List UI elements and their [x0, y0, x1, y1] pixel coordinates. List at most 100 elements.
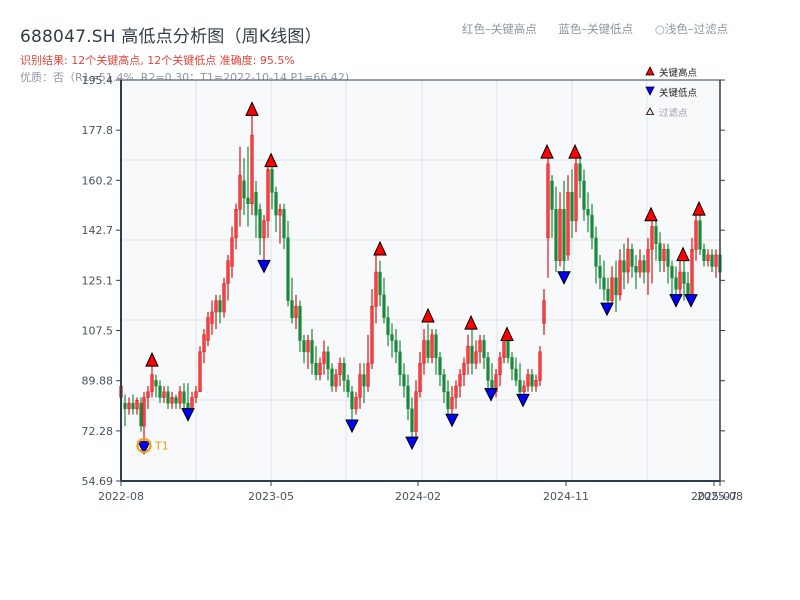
candle	[618, 249, 622, 301]
candle	[310, 329, 314, 375]
candle-body	[526, 374, 530, 387]
candle	[390, 323, 394, 358]
candle	[123, 394, 127, 426]
candle-body	[542, 300, 546, 324]
candle-body	[574, 163, 578, 222]
candle-body	[538, 351, 542, 381]
candle	[238, 146, 242, 227]
candle-body	[566, 191, 570, 256]
candle-body	[298, 305, 302, 341]
candle-body	[378, 271, 382, 296]
candle-body	[426, 340, 430, 358]
candle	[658, 232, 662, 273]
candle-body	[518, 380, 522, 393]
candle	[330, 363, 334, 392]
t1-ring-icon	[136, 437, 152, 454]
candle	[574, 158, 578, 233]
candle	[422, 329, 426, 375]
key-low-marker-icon	[405, 436, 419, 451]
candle-body	[614, 277, 618, 296]
candle-body	[586, 209, 590, 216]
candle	[694, 215, 698, 261]
candle-body	[630, 248, 634, 267]
candle-body	[670, 266, 674, 279]
candle-body	[374, 271, 378, 307]
candle-body	[454, 385, 458, 398]
candle	[334, 368, 338, 392]
candle	[530, 368, 534, 392]
candle-body	[314, 362, 318, 375]
candle-body	[170, 397, 174, 404]
candle	[430, 329, 434, 364]
candle-body	[414, 391, 418, 432]
legend-item-high: 关键高点	[645, 64, 697, 84]
candle-body	[674, 277, 678, 290]
x-tick-label: 2022-08	[98, 490, 144, 503]
candle	[666, 243, 670, 284]
candle-body	[502, 340, 506, 358]
candle-body	[290, 300, 294, 318]
t1-label: T1	[154, 440, 169, 453]
candle-body	[558, 209, 562, 261]
candle	[482, 334, 486, 369]
candle-body	[530, 374, 534, 387]
blue-triangle-down-icon	[645, 86, 659, 102]
key-low-marker-icon	[181, 408, 195, 422]
candle-body	[342, 362, 346, 381]
candle	[578, 158, 582, 198]
candle	[534, 374, 538, 392]
candle-body	[446, 391, 450, 410]
candle-body	[710, 254, 714, 267]
candle-body	[306, 340, 310, 353]
candle-body	[222, 283, 226, 313]
candle-body	[486, 357, 490, 381]
candle	[131, 394, 135, 415]
candle-body	[662, 248, 666, 261]
candle	[550, 175, 554, 238]
key-low-marker-icon	[257, 259, 271, 274]
candle	[582, 169, 586, 221]
key-low-marker-icon	[445, 413, 459, 428]
key-point-markers: T1	[136, 101, 706, 455]
candle	[426, 323, 430, 364]
candle	[454, 380, 458, 409]
candle	[282, 203, 286, 250]
candle	[418, 351, 422, 398]
candle	[358, 363, 362, 409]
candle-body	[618, 260, 622, 296]
chart-title: 688047.SH 高低点分析图（周K线图）	[20, 27, 322, 47]
candle	[586, 192, 590, 233]
candle	[270, 166, 274, 210]
candle-body	[330, 368, 334, 387]
candle	[338, 357, 342, 387]
candle	[614, 260, 618, 312]
candle	[486, 351, 490, 392]
candle	[406, 374, 410, 421]
grid-lines	[121, 80, 720, 481]
candle-body	[238, 174, 242, 210]
candle-body	[254, 191, 258, 216]
candle-body	[142, 397, 146, 427]
candle	[402, 363, 406, 398]
candle	[254, 180, 258, 238]
candle	[198, 346, 202, 393]
key-high-marker-icon	[540, 143, 554, 159]
candle-body	[462, 362, 466, 375]
y-tick-label: 195.4	[82, 74, 114, 87]
candle-body	[286, 237, 290, 301]
candle	[214, 294, 218, 330]
y-tick-label: 142.7	[82, 224, 114, 237]
candle	[230, 226, 234, 278]
candle	[362, 363, 366, 404]
candle-body	[230, 237, 234, 267]
candle-body	[394, 340, 398, 353]
y-tick-label: 177.8	[82, 124, 114, 137]
candle-body	[622, 260, 626, 273]
candle	[398, 340, 402, 387]
candle	[630, 243, 634, 278]
candle	[634, 254, 638, 290]
candle	[538, 346, 542, 387]
y-tick-label: 160.2	[82, 174, 114, 187]
candle-body	[590, 214, 594, 239]
